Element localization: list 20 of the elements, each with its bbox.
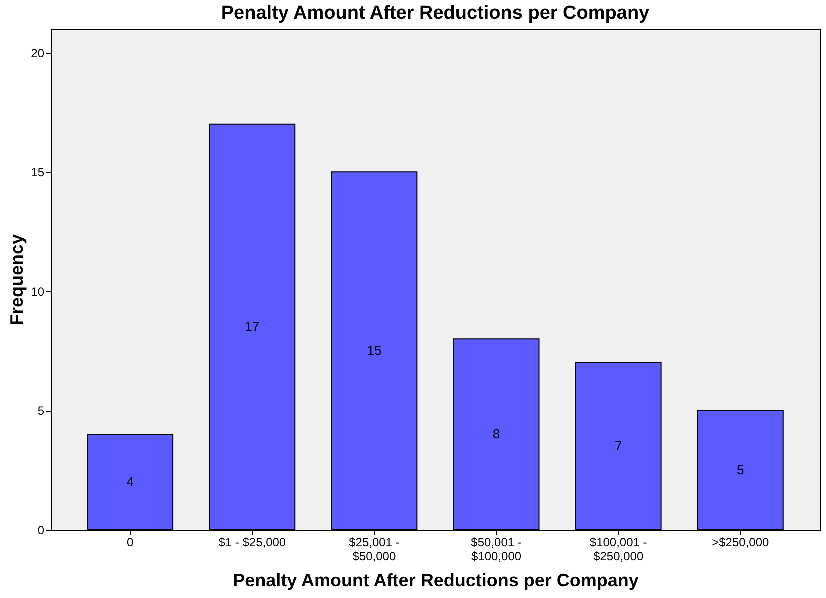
data-label: 15	[367, 343, 382, 358]
x-tick-label: >$250,000	[712, 536, 770, 550]
data-label: 7	[614, 438, 622, 454]
x-tick-label: $100,001 - $250,000	[590, 536, 648, 564]
x-tick-label: $1 - $25,000	[218, 536, 286, 550]
y-tick-label: 20	[31, 46, 45, 60]
y-tick-label: 0	[38, 524, 45, 538]
data-label: 8	[492, 426, 500, 442]
data-label: 5	[737, 462, 744, 478]
y-tick-label: 5	[38, 404, 45, 418]
x-tick-label: 0	[127, 536, 134, 550]
y-tick-label: 10	[31, 284, 45, 299]
data-label: 4	[126, 474, 134, 490]
x-tick-label: $50,001 - $100,000	[471, 536, 522, 564]
y-axis-title: Frequency	[7, 234, 28, 326]
x-axis-title: Penalty Amount After Reductions per Company	[233, 570, 639, 590]
chart-title: Penalty Amount After Reductions per Company	[221, 3, 650, 24]
x-tick-label: $25,001 - $50,000	[349, 536, 400, 564]
y-tick-label: 15	[31, 166, 45, 180]
data-label: 17	[245, 319, 260, 334]
